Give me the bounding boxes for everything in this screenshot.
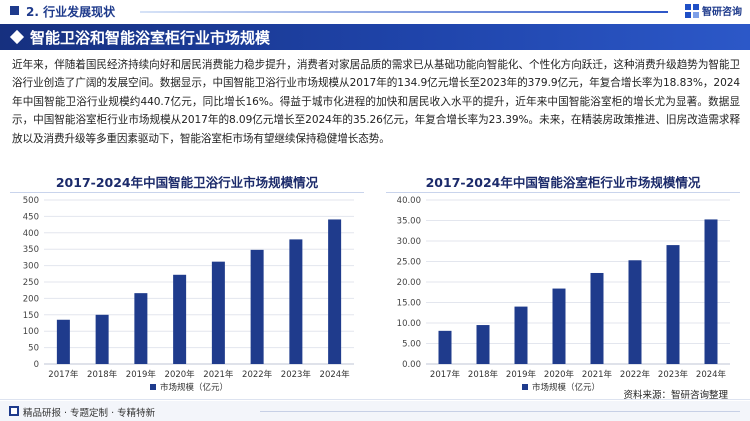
y-tick-label: 0.00: [402, 360, 421, 370]
x-tick-label: 2021年: [582, 369, 613, 380]
x-tick-label: 2024年: [696, 369, 727, 380]
y-tick-label: 150: [23, 311, 39, 321]
x-tick-label: 2023年: [281, 369, 312, 380]
section-title: 2. 行业发展现状: [26, 5, 116, 19]
x-tick-label: 2020年: [544, 369, 575, 380]
x-tick-label: 2022年: [242, 369, 273, 380]
bar-2023年: [289, 239, 303, 364]
y-tick-label: 15.00: [397, 299, 421, 309]
brand-name: 智研咨询: [702, 7, 742, 18]
bar-2020年: [552, 288, 566, 364]
footer-rule: [260, 411, 740, 412]
y-tick-label: 500: [23, 196, 39, 206]
chart-title-divider: [10, 192, 364, 193]
y-tick-label: 0: [34, 360, 39, 370]
x-tick-label: 2017年: [430, 369, 461, 380]
brand-logo: 智研咨询: [685, 3, 742, 18]
footer-divider: [0, 399, 750, 400]
brand-icon: [685, 3, 699, 18]
x-tick-label: 2022年: [620, 369, 651, 380]
x-tick-label: 2018年: [87, 369, 118, 380]
y-tick-label: 10.00: [397, 319, 421, 329]
legend-label: 市场规模（亿元）: [160, 382, 228, 392]
section-square-icon: [10, 6, 19, 15]
y-tick-label: 40.00: [397, 196, 421, 206]
y-tick-label: 350: [23, 245, 39, 255]
y-tick-label: 35.00: [397, 217, 421, 227]
y-tick-label: 50: [28, 344, 39, 354]
top-bar: 2. 行业发展现状 智研咨询: [0, 0, 750, 24]
bar-2018年: [476, 325, 490, 364]
chart-smart-bathroom: 2017-2024年中国智能卫浴行业市场规模情况 0 50 100 150 200 250…: [10, 170, 364, 392]
bar-2021年: [590, 272, 604, 364]
diamond-icon: [9, 29, 25, 45]
chart-title: 2017-2024年中国智能浴室柜行业市场规模情况: [425, 175, 701, 190]
chart-title-divider: [386, 192, 740, 193]
y-tick-label: 250: [23, 278, 39, 288]
data-source: 资料来源：智研咨询整理: [623, 390, 728, 401]
body-paragraph: 近年来，伴随着国民经济持续向好和居民消费能力稳步提升，消费者对家居品质的需求已从…: [12, 59, 740, 145]
x-tick-label: 2024年: [320, 369, 351, 380]
bar-2022年: [628, 260, 642, 364]
bar-2017年: [438, 330, 452, 364]
y-tick-label: 30.00: [397, 237, 421, 247]
bar-2018年: [95, 314, 109, 364]
legend-swatch: [522, 384, 528, 390]
y-tick-label: 300: [23, 262, 39, 272]
x-tick-label: 2019年: [126, 369, 157, 380]
chart-plot: 0.00 5.00 10.00 15.00 20.00 25.00 30.00 35.00 40…: [397, 196, 730, 392]
legend-swatch: [150, 384, 156, 390]
legend-label: 市场规模（亿元）: [532, 382, 600, 392]
x-tick-label: 2021年: [203, 369, 234, 380]
section-divider: [140, 11, 668, 13]
chart-smart-bathroom-cabinet: 2017-2024年中国智能浴室柜行业市场规模情况 0.00 5.00 10.00 1…: [386, 170, 740, 392]
bar-2024年: [704, 219, 718, 364]
y-tick-label: 450: [23, 212, 39, 222]
footer-bar: 精品研报 · 专题定制 · 专精特新: [0, 401, 750, 421]
bar-2023年: [666, 245, 680, 364]
y-tick-label: 200: [23, 294, 39, 304]
y-tick-label: 20.00: [397, 278, 421, 288]
x-tick-label: 2019年: [506, 369, 537, 380]
y-tick-label: 25.00: [397, 258, 421, 268]
y-tick-label: 5.00: [402, 340, 421, 350]
bar-2019年: [134, 293, 148, 364]
chart-title: 2017-2024年中国智能卫浴行业市场规模情况: [55, 175, 319, 190]
x-tick-label: 2023年: [658, 369, 689, 380]
y-tick-label: 400: [23, 229, 39, 239]
footer-logo-icon: [9, 406, 19, 416]
bar-2024年: [328, 219, 342, 364]
x-tick-label: 2018年: [468, 369, 499, 380]
chart-plot: 0 50 100 150 200 250 300 350 400 450 500 2017年 2018年…: [23, 196, 354, 392]
bar-2022年: [250, 249, 264, 364]
bar-2019年: [514, 306, 528, 364]
bar-2021年: [211, 261, 225, 364]
page-title: 智能卫浴和智能浴室柜行业市场规模: [30, 29, 271, 47]
x-tick-label: 2017年: [48, 369, 79, 380]
x-tick-label: 2020年: [165, 369, 196, 380]
footer-slogan: 精品研报 · 专题定制 · 专精特新: [23, 408, 156, 419]
y-tick-label: 100: [23, 327, 39, 337]
bar-2020年: [173, 274, 187, 364]
bar-2017年: [56, 319, 70, 364]
heading-bar: 智能卫浴和智能浴室柜行业市场规模: [0, 24, 750, 50]
